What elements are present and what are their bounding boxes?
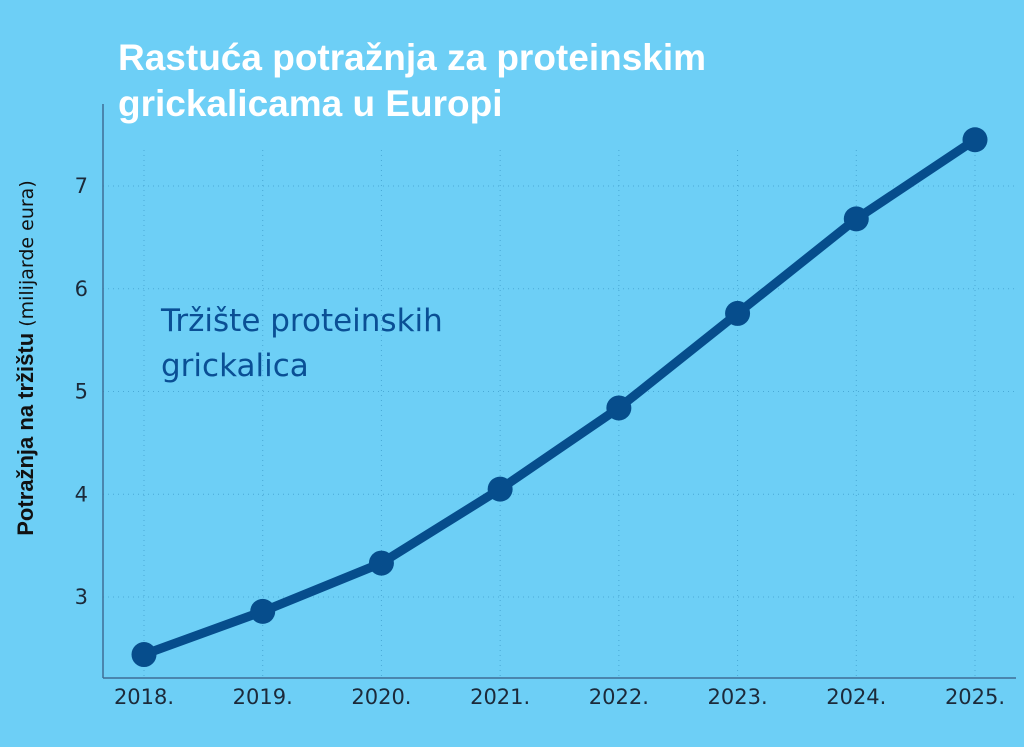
y-tick-labels: 3 4 5 6 7 [75, 174, 88, 609]
series-points [131, 127, 988, 668]
y-axis-label: Potražnja na tržištu (milijarde eura) [13, 180, 38, 536]
y-tick-label: 3 [75, 585, 88, 609]
data-point [962, 127, 988, 153]
y-tick-label: 4 [75, 482, 88, 506]
x-tick-label: 2025. [945, 685, 1005, 709]
series-line [139, 135, 980, 659]
y-axis-label-main: Potražnja na tržištu [13, 333, 38, 536]
x-tick-label: 2024. [826, 685, 886, 709]
chart-title: Rastuća potražnja za proteinskim grickal… [118, 37, 706, 124]
chart-title-line-1: Rastuća potražnja za proteinskim [118, 37, 706, 78]
y-tick-label: 6 [75, 277, 88, 301]
series-annotation-line-2: grickalica [161, 348, 309, 384]
data-point [487, 476, 513, 502]
series-annotation-line-1: Tržište proteinskih [160, 303, 443, 339]
series-annotation: Tržište proteinskih grickalica [160, 303, 443, 384]
y-tick-label: 5 [75, 380, 88, 404]
x-tick-label: 2019. [233, 685, 293, 709]
x-tick-label: 2022. [589, 685, 649, 709]
x-tick-label: 2020. [351, 685, 411, 709]
data-point [250, 598, 276, 624]
data-point [606, 395, 632, 421]
data-point [368, 550, 394, 576]
x-tick-label: 2021. [470, 685, 530, 709]
y-tick-label: 7 [75, 174, 88, 198]
chart-title-line-2: grickalicama u Europi [118, 83, 503, 124]
data-point [131, 642, 157, 668]
x-tick-label: 2023. [708, 685, 768, 709]
data-point [725, 300, 751, 326]
x-tick-label: 2018. [114, 685, 174, 709]
data-point [843, 206, 869, 232]
grid [103, 150, 1016, 678]
y-axis-label-unit: (milijarde eura) [16, 180, 38, 333]
x-tick-labels: 2018. 2019. 2020. 2021. 2022. 2023. 2024. 2025. [114, 685, 1005, 709]
